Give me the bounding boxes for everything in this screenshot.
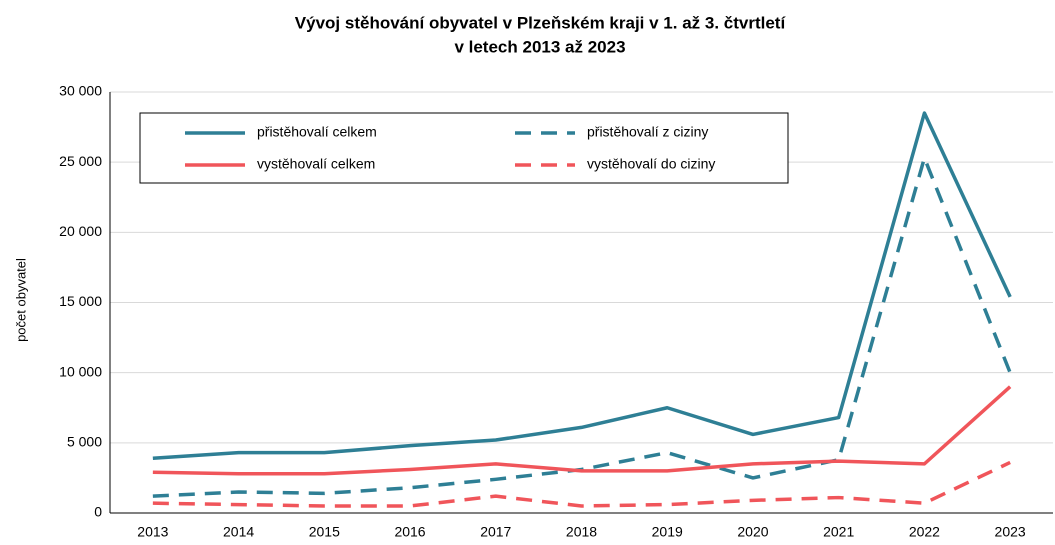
y-tick-label: 20 000	[59, 223, 102, 239]
x-tick-label: 2014	[223, 524, 254, 540]
series-line	[152, 111, 1012, 461]
x-tick-label: 2015	[309, 524, 340, 540]
x-tick-label: 2023	[995, 524, 1026, 540]
y-tick-label: 0	[94, 504, 102, 520]
legend-label: vystěhovalí do ciziny	[587, 156, 715, 172]
chart-title: Vývoj stěhování obyvatel v Plzeňském kra…	[295, 13, 787, 32]
legend-label: přistěhovalí z ciziny	[587, 124, 708, 140]
x-tick-label: 2021	[823, 524, 854, 540]
y-tick-label: 15 000	[59, 293, 102, 309]
x-tick-label: 2013	[137, 524, 168, 540]
y-tick-label: 25 000	[59, 153, 102, 169]
x-tick-label: 2020	[737, 524, 768, 540]
y-tick-label: 30 000	[59, 83, 102, 99]
series-line	[152, 460, 1011, 508]
y-axis-label: počet obyvatel	[13, 258, 28, 342]
chart-title: v letech 2013 až 2023	[454, 37, 625, 56]
legend-label: vystěhovalí celkem	[257, 156, 375, 172]
x-tick-label: 2018	[566, 524, 597, 540]
x-tick-label: 2016	[394, 524, 425, 540]
x-tick-label: 2022	[909, 524, 940, 540]
y-tick-label: 5 000	[67, 434, 102, 450]
series-line	[152, 385, 1012, 476]
legend-box	[139, 112, 789, 184]
x-tick-label: 2019	[652, 524, 683, 540]
x-tick-label: 2017	[480, 524, 511, 540]
legend-label: přistěhovalí celkem	[257, 124, 377, 140]
y-tick-label: 10 000	[59, 363, 102, 379]
series-line	[152, 156, 1012, 498]
